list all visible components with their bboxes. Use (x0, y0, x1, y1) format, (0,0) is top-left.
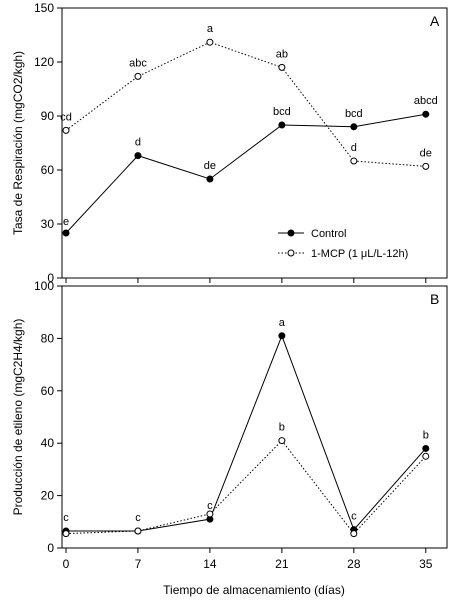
panel-a-y-tick-label: 90 (41, 109, 55, 123)
panel-a-series-line-1-mcp (65, 41, 426, 167)
x-tick-label: 0 (63, 557, 70, 571)
panel-a-data-point-1-mcp (278, 63, 286, 71)
panel-b-data-label: c (63, 512, 69, 524)
panel-a-y-tick-label: 30 (41, 217, 55, 231)
panel-b-y-tick-label: 100 (34, 279, 54, 293)
panel-a-frame (61, 7, 448, 279)
legend-label-1-mcp: 1-MCP (1 μL/L-12h) (311, 248, 408, 260)
panel-a: A Tasa de Respiración (mgCO2/kgh) Contro… (11, 1, 448, 285)
panel-a-data-point-control (278, 121, 286, 129)
panel-b-data-point-1-mcp (62, 530, 70, 538)
panel-b-data-point-1-mcp (350, 530, 358, 538)
panel-a-y-axis-label: Tasa de Respiración (mgCO2/kgh) (11, 51, 25, 235)
panel-a-data-point-1-mcp (422, 162, 430, 170)
legend-marker-1-mcp (287, 249, 295, 257)
panel-a-data-label: d (135, 137, 141, 149)
panel-b-label: B (430, 291, 439, 307)
panel-b-data-point-1-mcp (422, 452, 430, 460)
panel-a-data-label: d (351, 142, 357, 154)
panel-b-data-point-control (422, 444, 430, 452)
panel-a-y-tick-label: 0 (47, 271, 54, 285)
panel-b-data-point-control (278, 332, 286, 340)
panel-a-data-label: abcd (414, 95, 438, 107)
panel-b-y-tick-label: 80 (41, 331, 55, 345)
panel-b-y-tick-label: 40 (41, 436, 55, 450)
panel-b-data-point-1-mcp (134, 527, 142, 535)
panel-a-series-line-control (65, 113, 426, 234)
x-tick-label: 7 (135, 557, 142, 571)
panel-a-y-tick-label: 120 (34, 55, 54, 69)
panel-b-data-label: c (135, 512, 141, 524)
panel-b-data-point-1-mcp (206, 510, 214, 518)
panel-a-data-label: bcd (273, 106, 291, 118)
panel-b-y-tick-label: 20 (41, 489, 55, 503)
panel-b-y-tick-label: 60 (41, 384, 55, 398)
panel-b: B Producción de etileno (mgC2H4/kgh) Tie… (11, 279, 448, 597)
panel-b-series-line-control (66, 334, 427, 532)
panel-b-y-axis-label: Producción de etileno (mgC2H4/kgh) (11, 319, 25, 516)
legend-label-control: Control (311, 228, 346, 240)
panel-a-data-point-control (134, 152, 142, 160)
panel-a-label: A (430, 13, 440, 29)
panel-a-data-label: e (63, 216, 69, 228)
x-axis-label: Tiempo de almacenamiento (días) (163, 583, 345, 597)
panel-b-data-label: b (423, 429, 429, 441)
panel-b-y-tick-label: 0 (47, 541, 54, 555)
panel-b-data-label: c (351, 511, 357, 523)
panel-a-y-tick-label: 60 (41, 163, 55, 177)
x-tick-label: 14 (203, 557, 217, 571)
panel-a-data-point-1-mcp (62, 126, 70, 134)
panel-a-data-point-1-mcp (134, 72, 142, 80)
panel-a-data-point-control (422, 110, 430, 118)
panel-a-data-point-control (206, 175, 214, 183)
panel-a-data-point-1-mcp (350, 157, 358, 165)
panel-b-data-label: a (279, 317, 286, 329)
panel-a-data-label: ab (276, 48, 288, 60)
panel-a-y-tick-label: 150 (34, 1, 54, 15)
panel-a-data-point-control (350, 123, 358, 131)
panel-a-data-label: bcd (345, 108, 363, 120)
x-tick-label: 35 (419, 557, 433, 571)
legend: Control 1-MCP (1 μL/L-12h) (278, 228, 408, 260)
panel-b-data-label: c (207, 500, 213, 512)
x-tick-label: 28 (347, 557, 361, 571)
legend-marker-control (287, 229, 295, 237)
x-tick-label: 21 (275, 557, 289, 571)
panel-a-data-label: de (204, 160, 216, 172)
panel-b-series-line-1-mcp (65, 439, 427, 535)
panel-b-frame (61, 285, 448, 549)
panel-b-data-point-1-mcp (278, 437, 286, 445)
panel-a-data-point-1-mcp (206, 38, 214, 46)
panel-a-data-label: abc (129, 57, 147, 69)
panel-a-data-point-control (62, 229, 70, 237)
panel-b-data-label: b (279, 422, 285, 434)
panel-a-data-label: de (420, 147, 432, 159)
panel-a-data-label: cd (60, 111, 72, 123)
panel-a-data-label: a (207, 23, 214, 35)
